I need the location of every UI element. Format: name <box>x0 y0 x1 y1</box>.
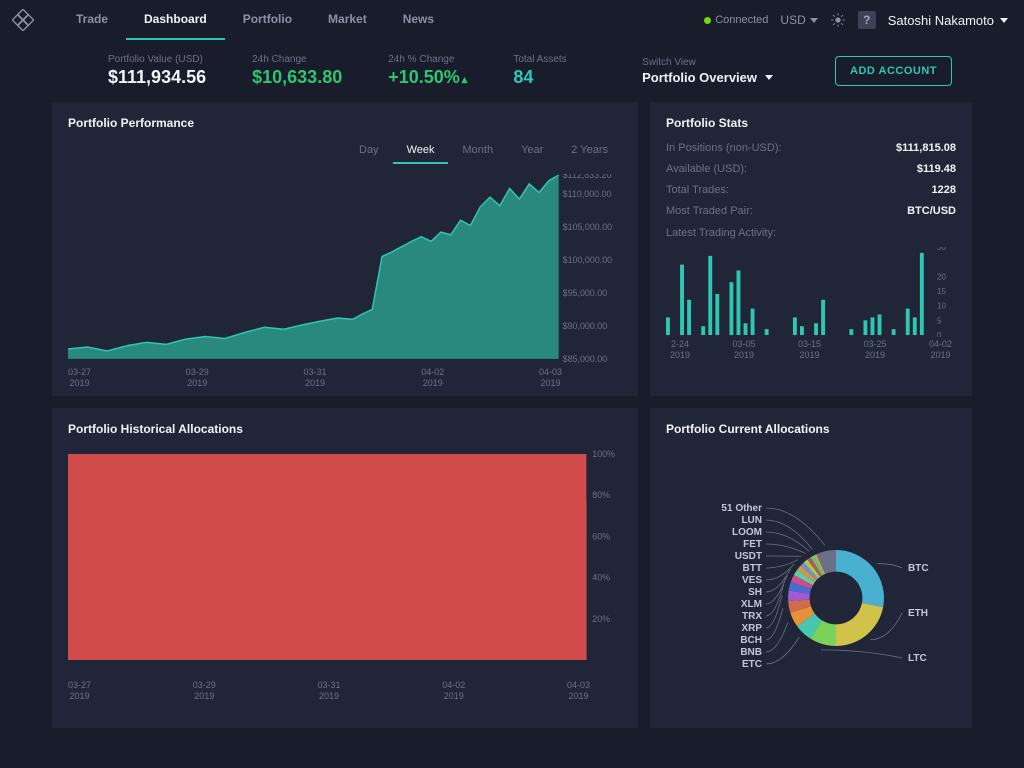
svg-text:5: 5 <box>937 316 942 325</box>
range-tabs: Day Week Month Year 2 Years <box>68 138 622 164</box>
svg-text:10: 10 <box>937 302 946 311</box>
topbar-right: Connected USD ? Satoshi Nakamoto <box>704 11 1008 29</box>
performance-x-axis: 03-27201903-29201903-31201904-02201904-0… <box>68 367 622 389</box>
svg-text:BTT: BTT <box>743 563 762 574</box>
svg-text:40%: 40% <box>592 573 610 583</box>
range-day[interactable]: Day <box>345 138 393 164</box>
nav-portfolio[interactable]: Portfolio <box>225 0 310 40</box>
svg-text:100%: 100% <box>592 449 615 459</box>
metric-total-assets: Total Assets 84 <box>513 54 566 88</box>
range-year[interactable]: Year <box>507 138 557 164</box>
metrics-row: Portfolio Value (USD) $111,934.56 24h Ch… <box>0 40 1024 102</box>
nav-links: Trade Dashboard Portfolio Market News <box>58 0 452 40</box>
svg-text:BTC: BTC <box>908 563 929 574</box>
svg-text:$112,833.20: $112,833.20 <box>563 174 612 180</box>
top-nav: Trade Dashboard Portfolio Market News Co… <box>0 0 1024 40</box>
stat-rows: In Positions (non-USD):$111,815.08 Availa… <box>666 142 956 217</box>
svg-text:$100,000.00: $100,000.00 <box>563 255 612 265</box>
svg-text:20%: 20% <box>592 614 610 624</box>
stat-row: In Positions (non-USD):$111,815.08 <box>666 142 956 154</box>
svg-text:SH: SH <box>748 587 762 598</box>
svg-text:51 Other: 51 Other <box>721 503 762 514</box>
svg-text:20: 20 <box>937 272 946 281</box>
svg-text:$105,000.00: $105,000.00 <box>563 222 612 232</box>
metric-24h-pct: 24h % Change +10.50%▴ <box>388 54 467 88</box>
nav-dashboard[interactable]: Dashboard <box>126 0 225 40</box>
stat-row: Most Traded Pair:BTC/USD <box>666 205 956 217</box>
svg-text:$85,000.00: $85,000.00 <box>563 354 608 364</box>
svg-text:LTC: LTC <box>908 653 927 664</box>
panel-historical: Portfolio Historical Allocations 20% 40% 6… <box>52 408 638 728</box>
range-2years[interactable]: 2 Years <box>557 138 622 164</box>
svg-text:USDT: USDT <box>735 551 762 562</box>
svg-text:XLM: XLM <box>741 599 762 610</box>
svg-text:LUN: LUN <box>741 515 762 526</box>
range-week[interactable]: Week <box>393 138 449 164</box>
svg-text:LOOM: LOOM <box>732 527 762 538</box>
panel-stats: Portfolio Stats In Positions (non-USD):$… <box>650 102 972 396</box>
logo-icon <box>10 7 36 33</box>
svg-text:$95,000.00: $95,000.00 <box>563 288 608 298</box>
svg-text:15: 15 <box>937 287 946 296</box>
panel-title: Portfolio Current Allocations <box>666 422 956 436</box>
svg-text:60%: 60% <box>592 531 610 541</box>
stat-row: Total Trades:1228 <box>666 184 956 196</box>
help-icon[interactable]: ? <box>858 11 876 29</box>
connection-dot-icon <box>704 17 711 24</box>
connection-status: Connected <box>704 14 768 26</box>
svg-text:$110,000.00: $110,000.00 <box>563 189 612 199</box>
svg-text:FET: FET <box>743 539 762 550</box>
svg-text:TRX: TRX <box>742 611 762 622</box>
dashboard-grid: Portfolio Performance Day Week Month Yea… <box>0 102 1024 728</box>
historical-chart: 20% 40% 60% 80% 100% <box>68 448 622 678</box>
add-account-button[interactable]: ADD ACCOUNT <box>835 56 952 86</box>
activity-x-axis: 2-24201903-05201903-15201903-25201904-02… <box>666 339 956 361</box>
performance-chart: $112,833.20 $110,000.00 $105,000.00 $100,00… <box>68 174 622 365</box>
historical-x-axis: 03-27201903-29201903-31201904-02201904-0… <box>68 680 622 702</box>
svg-text:ETH: ETH <box>908 608 928 619</box>
metric-24h-change: 24h Change $10,633.80 <box>252 54 342 88</box>
panel-title: Portfolio Stats <box>666 116 956 130</box>
caret-down-icon <box>1000 18 1008 23</box>
svg-text:BCH: BCH <box>740 635 762 646</box>
svg-text:30: 30 <box>937 247 946 252</box>
metric-portfolio-value: Portfolio Value (USD) $111,934.56 <box>108 54 206 88</box>
panel-title: Portfolio Historical Allocations <box>68 422 622 436</box>
svg-text:XRP: XRP <box>741 623 762 634</box>
nav-news[interactable]: News <box>385 0 452 40</box>
svg-text:ETC: ETC <box>742 659 762 670</box>
panel-performance: Portfolio Performance Day Week Month Yea… <box>52 102 638 396</box>
donut-chart: BTCETHLTC51 OtherLUNLOOMFETUSDTBTTVESSHX… <box>666 458 956 718</box>
stat-row: Available (USD):$119.48 <box>666 163 956 175</box>
user-menu[interactable]: Satoshi Nakamoto <box>888 13 1008 28</box>
activity-title: Latest Trading Activity: <box>666 227 956 239</box>
panel-current: Portfolio Current Allocations BTC ETH LTC 5… <box>650 408 972 728</box>
theme-toggle-icon[interactable] <box>830 12 846 28</box>
switch-view[interactable]: Switch View Portfolio Overview <box>642 57 773 85</box>
panel-title: Portfolio Performance <box>68 116 622 130</box>
nav-market[interactable]: Market <box>310 0 385 40</box>
nav-trade[interactable]: Trade <box>58 0 126 40</box>
caret-down-icon <box>810 18 818 23</box>
svg-text:VES: VES <box>742 575 762 586</box>
svg-text:80%: 80% <box>592 490 610 500</box>
activity-chart: 0 5 10 15 20 30 <box>666 247 956 337</box>
svg-text:BNB: BNB <box>740 647 762 658</box>
currency-selector[interactable]: USD <box>780 13 817 27</box>
caret-down-icon <box>765 75 773 80</box>
svg-text:0: 0 <box>937 331 942 337</box>
svg-text:$90,000.00: $90,000.00 <box>563 321 608 331</box>
range-month[interactable]: Month <box>448 138 507 164</box>
